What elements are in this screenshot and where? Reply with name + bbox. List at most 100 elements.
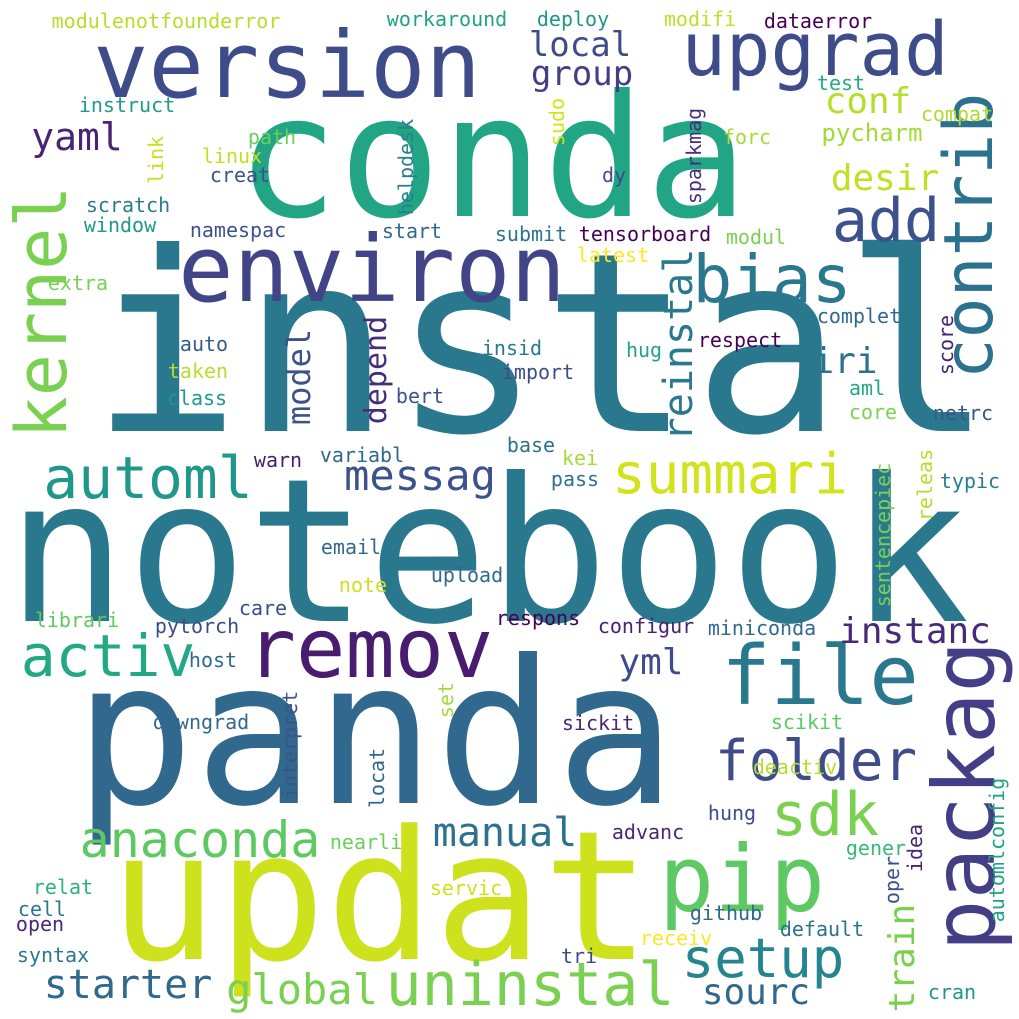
word-instruct: instruct [78,93,176,117]
word-aml: aml [848,376,886,400]
word-summari: summari [611,442,849,507]
word-creat: creat [209,163,271,187]
word-netrc: netrc [932,401,994,425]
word-host: host [188,648,238,672]
word-deploy: deploy [536,7,610,31]
word-setup: setup [681,927,845,990]
word-respect: respect [697,328,783,352]
word-gener: gener [845,836,907,860]
word-workaround: workaround [386,7,508,31]
word-submit: submit [494,222,568,246]
word-conda: conda [236,59,748,257]
word-instal: instal [90,199,994,490]
word-import: import [501,360,575,384]
word-path: path [247,125,297,149]
word-uninstal: uninstal [385,950,675,1019]
word-local: local [528,25,632,65]
word-file: file [721,629,919,724]
word-pass: pass [550,467,600,491]
word-instanc: instanc [839,611,991,652]
word-sparkmag: sparkmag [682,107,706,205]
word-receiv: receiv [639,926,713,950]
word-hug: hug [625,338,663,362]
word-bert: bert [395,384,445,408]
word-group: group [530,54,634,94]
word-nearli: nearli [329,830,403,854]
word-care: care [238,596,288,620]
word-set: set [434,681,458,719]
word-updat: updat [109,793,651,1002]
word-modul: modul [725,225,787,249]
word-hung: hung [707,801,757,825]
word-sentencepiec: sentencepiec [871,462,895,608]
word-dataerror: dataerror [763,9,873,33]
word-yml: yml [618,642,684,683]
word-note: note [338,573,388,597]
word-sourc: sourc [701,972,811,1013]
word-open: open [15,912,65,936]
word-window: window [83,213,157,237]
word-email: email [320,535,382,559]
word-global: global [226,965,378,1014]
word-deactiv: deactiv [752,755,838,779]
word-pip: pip [658,826,826,933]
word-releas: releas [913,448,937,522]
word-test: test [816,71,866,95]
word-kernel: kernel [1,185,83,439]
word-automlconfig: automlconfig [985,777,1009,923]
word-taken: taken [167,359,229,383]
word-oper: oper [880,855,904,905]
word-insid: insid [481,336,543,360]
word-helpdesk: helpdesk [394,118,418,216]
word-sudo: sudo [545,97,569,147]
word-miniconda: miniconda [707,616,817,640]
word-bias: bias [692,241,852,318]
word-remov: remov [246,602,494,697]
word-locat: locat [365,747,389,809]
word-messag: messag [344,451,496,500]
word-start: start [381,219,443,243]
word-respons: respons [495,606,581,630]
word-conf: conf [824,81,912,122]
word-automl: automl [43,444,253,512]
word-relat: relat [32,875,94,899]
word-train: train [882,903,923,1013]
word-link: link [144,135,168,185]
word-auto: auto [179,332,229,356]
word-variabl: variabl [319,443,405,467]
word-kei: kei [561,446,599,470]
word-core: core [848,400,898,424]
word-reinstal: reinstal [656,248,702,442]
word-pycharm: pycharm [821,119,923,147]
word-notebook: notebook [6,436,970,669]
word-cell: cell [17,897,67,921]
word-sickit: sickit [561,711,635,735]
word-depend: depend [359,315,394,425]
word-interpret: interpret [278,690,302,800]
word-scikit: scikit [770,710,844,734]
word-tri: tri [560,944,598,968]
word-compat: compat [920,102,994,126]
word-latest: latest [576,243,650,267]
word-complet: complet [816,304,902,328]
word-panda: panda [73,618,677,851]
word-manual: manual [432,810,578,856]
word-folder: folder [714,729,918,794]
word-servic: servic [429,876,503,900]
word-idea: idea [903,823,927,873]
word-base: base [506,433,556,457]
word-upload: upload [430,563,504,587]
word-environ: environ [178,216,566,323]
word-forc: forc [722,125,772,149]
word-typic: typic [939,469,1001,493]
word-scratch: scratch [85,193,171,217]
word-modulenotfounderror: modulenotfounderror [51,9,281,33]
word-pytorch: pytorch [154,614,240,638]
word-github: github [689,901,763,925]
word-dy: dy [601,163,627,187]
word-librari: librari [34,608,120,632]
word-starter: starter [43,962,213,1008]
word-syntax: syntax [16,943,90,967]
word-upgrad: upgrad [681,7,949,93]
